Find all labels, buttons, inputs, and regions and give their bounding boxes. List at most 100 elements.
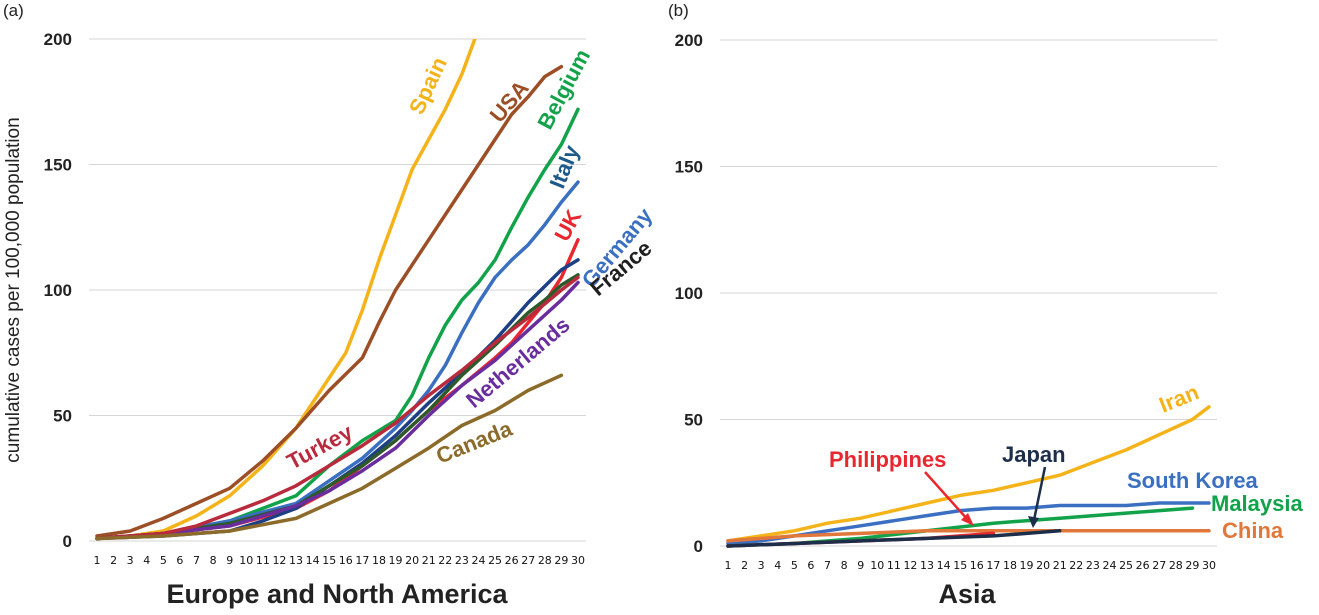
series-line-uk [95, 238, 580, 541]
x-tick-label: 26 [505, 554, 519, 567]
label-south-korea: South Korea [1127, 468, 1259, 493]
x-tick-label: 11 [887, 559, 901, 572]
x-tick-label: 27 [521, 554, 535, 567]
gridlines-b [720, 39, 1217, 547]
x-tick-label: 15 [322, 554, 336, 567]
panel-label-b: (b) [668, 1, 689, 20]
x-tick-label: 22 [438, 554, 452, 567]
gridlines-a [89, 38, 586, 542]
x-tick-label: 14 [937, 559, 951, 572]
x-tick-label: 16 [970, 559, 984, 572]
series-line-canada [95, 373, 564, 541]
x-tick-label: 13 [920, 559, 934, 572]
x-tick-label: 1 [725, 559, 732, 572]
x-tick-label: 30 [1202, 559, 1216, 572]
x-tick-label: 29 [554, 554, 568, 567]
y-tick-label: 200 [44, 30, 72, 49]
x-tick-label: 25 [1119, 559, 1133, 572]
x-axis-title-b: Asia [938, 579, 996, 609]
y-tick-label: 50 [53, 407, 72, 426]
series-lines-b [726, 405, 1211, 548]
x-tick-label: 7 [193, 554, 200, 567]
x-tick-label: 13 [289, 554, 303, 567]
x-tick-label: 5 [160, 554, 167, 567]
series-line-usa [95, 64, 564, 538]
x-tick-label: 29 [1185, 559, 1199, 572]
x-tick-label: 17 [355, 554, 369, 567]
x-tick-label: 7 [824, 559, 831, 572]
x-tick-label: 21 [1053, 559, 1067, 572]
x-tick-label: 1 [94, 554, 101, 567]
y-ticks-b: 0 50 100 150 200 [675, 31, 703, 556]
y-tick-label: 100 [675, 284, 703, 303]
x-tick-label: 3 [127, 554, 134, 567]
x-tick-label: 22 [1069, 559, 1083, 572]
x-tick-label: 2 [110, 554, 117, 567]
x-tick-label: 6 [176, 554, 183, 567]
x-tick-label: 28 [538, 554, 552, 567]
x-tick-label: 20 [405, 554, 419, 567]
series-line-belgium [95, 107, 580, 541]
series-line-netherlands [95, 280, 580, 541]
x-tick-label: 26 [1136, 559, 1150, 572]
series-line-iran [726, 405, 1211, 543]
label-china: China [1222, 518, 1284, 543]
x-tick-label: 4 [143, 554, 150, 567]
x-tick-label: 19 [389, 554, 403, 567]
x-tick-label: 17 [986, 559, 1000, 572]
x-tick-label: 14 [306, 554, 320, 567]
x-tick-label: 28 [1169, 559, 1183, 572]
x-tick-label: 12 [272, 554, 286, 567]
x-tick-label: 24 [1102, 559, 1116, 572]
x-tick-label: 27 [1152, 559, 1166, 572]
label-turkey: Turkey [283, 419, 358, 475]
x-ticks-b: 1 2 3 4 5 6 7 8 9 10 11 12 13 14 15 16 17 18 19 20 21 22 23 24 2… [725, 559, 1217, 572]
x-tick-label: 21 [422, 554, 436, 567]
panel-label-a: (a) [3, 1, 24, 20]
x-tick-label: 18 [372, 554, 386, 567]
x-tick-label: 24 [471, 554, 485, 567]
x-tick-label: 23 [455, 554, 469, 567]
label-canada: Canada [433, 415, 517, 468]
y-tick-label: 150 [44, 156, 72, 175]
x-tick-label: 10 [239, 554, 253, 567]
label-japan: Japan [1002, 442, 1066, 467]
y-tick-label: 100 [44, 281, 72, 300]
label-malaysia: Malaysia [1211, 491, 1303, 516]
label-philippines: Philippines [829, 447, 946, 472]
series-line-turkey [95, 275, 580, 541]
x-tick-label: 15 [953, 559, 967, 572]
series-line-france [95, 273, 580, 541]
x-tick-label: 8 [841, 559, 848, 572]
x-axis-title-a: Europe and North America [166, 579, 508, 609]
y-axis-title-a: cumulative cases per 100,000 population [3, 117, 24, 462]
x-tick-label: 3 [758, 559, 765, 572]
series-line-germany [95, 258, 580, 541]
x-tick-label: 10 [870, 559, 884, 572]
x-tick-label: 25 [488, 554, 502, 567]
x-tick-label: 18 [1003, 559, 1017, 572]
x-tick-label: 23 [1086, 559, 1100, 572]
y-tick-label: 0 [694, 537, 703, 556]
series-line-china [726, 529, 1211, 543]
y-tick-label: 50 [684, 411, 703, 430]
x-tick-label: 2 [741, 559, 748, 572]
series-line-malaysia [726, 506, 1195, 548]
x-tick-label: 30 [571, 554, 585, 567]
series-line-spain [95, 39, 477, 541]
x-tick-label: 11 [256, 554, 270, 567]
label-belgium: Belgium [532, 45, 595, 133]
y-tick-label: 150 [675, 158, 703, 177]
y-tick-label: 200 [675, 31, 703, 50]
philippines-pointer-arrow [924, 471, 974, 526]
series-line-japan [726, 529, 1062, 548]
series-lines-a [95, 39, 580, 541]
x-tick-label: 6 [807, 559, 814, 572]
x-tick-label: 9 [857, 559, 864, 572]
label-usa: USA [485, 75, 534, 127]
x-tick-label: 8 [210, 554, 217, 567]
x-tick-label: 4 [774, 559, 781, 572]
y-tick-label: 0 [63, 532, 72, 551]
